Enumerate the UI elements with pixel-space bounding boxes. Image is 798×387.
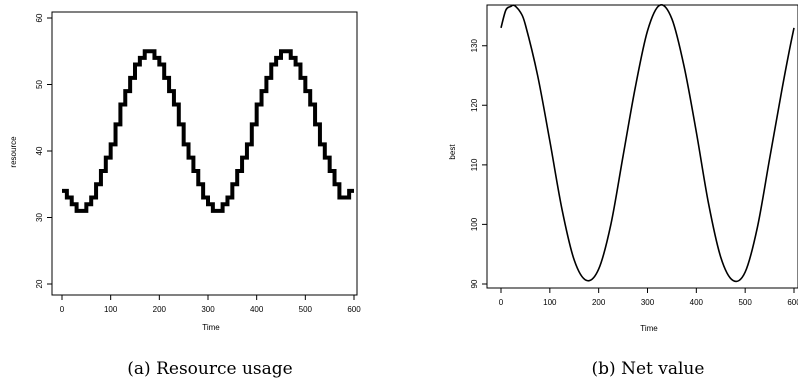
x-tick-label: 500 (738, 298, 752, 307)
y-tick-label: 130 (470, 39, 479, 53)
y-tick-label: 90 (470, 279, 479, 288)
plot-frame (51, 11, 358, 296)
x-tick-label: 600 (787, 298, 798, 307)
x-axis-line (61, 294, 355, 300)
chart-resource-usage: 0 100 200 300 400 500 600 20 30 40 50 60 Time reso… (9, 11, 361, 379)
y-tick-label: 110 (470, 158, 479, 171)
y-tick-label: 30 (35, 213, 44, 222)
x-axis-label: Time (640, 324, 658, 333)
y-axis-label: best (448, 144, 457, 160)
y-axis-label: resource (9, 136, 18, 168)
x-axis-line (500, 287, 795, 293)
y-tick-label: 60 (35, 13, 44, 22)
y-axis-line (482, 45, 488, 285)
x-tick-label: 0 (60, 305, 65, 314)
x-tick-label: 200 (153, 305, 167, 314)
x-axis: 0 100 200 300 400 500 600 (60, 294, 361, 314)
y-tick-label: 100 (470, 217, 479, 231)
x-tick-label: 100 (104, 305, 118, 314)
x-tick-label: 0 (499, 298, 504, 307)
y-axis-line (47, 17, 53, 285)
x-tick-label: 600 (347, 305, 361, 314)
x-tick-label: 200 (592, 298, 606, 307)
plot-frame (486, 4, 798, 289)
x-axis: 0 100 200 300 400 500 600 (499, 287, 798, 307)
y-tick-label: 50 (35, 80, 44, 89)
x-tick-label: 400 (250, 305, 264, 314)
x-axis-label: Time (202, 323, 220, 332)
series-resource-line (62, 49, 354, 213)
y-axis: 90 100 110 120 130 (470, 39, 488, 288)
x-tick-label: 400 (690, 298, 704, 307)
y-tick-label: 40 (35, 146, 44, 155)
y-tick-label: 20 (35, 279, 44, 288)
y-tick-label: 120 (470, 98, 479, 112)
caption-b: (b) Net value (592, 359, 705, 379)
x-tick-label: 300 (641, 298, 655, 307)
series-best-line (500, 4, 795, 283)
x-tick-label: 300 (201, 305, 215, 314)
x-tick-label: 500 (299, 305, 313, 314)
x-tick-label: 100 (543, 298, 557, 307)
y-axis: 20 30 40 50 60 (35, 13, 53, 288)
caption-a: (a) Resource usage (127, 359, 292, 379)
